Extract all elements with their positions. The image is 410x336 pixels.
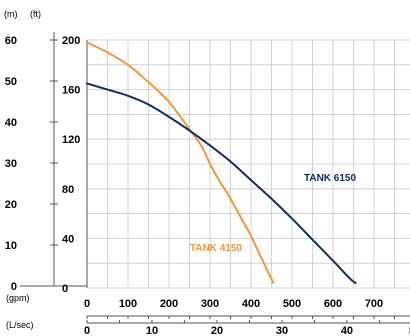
lsec-tick-label: 0 (84, 325, 90, 336)
gpm-tick-label: 400 (242, 298, 260, 310)
lsec-tick-label: 30 (276, 325, 288, 336)
meters-tick-label: 40 (5, 117, 17, 129)
lsec-tick-label: 5 (409, 325, 410, 336)
tank-6150-series-label: TANK 6150 (304, 173, 356, 184)
lsec-tick-label: 20 (211, 325, 223, 336)
meters-tick-label: 50 (5, 76, 17, 88)
feet-tick-label: 200 (62, 35, 80, 47)
meters-tick-label: 30 (5, 158, 17, 170)
meters-tick-label: 20 (5, 199, 17, 211)
lsec-tick-label: 40 (341, 325, 353, 336)
meters-unit-label: (m) (4, 9, 18, 19)
tank-6150-curve (86, 82, 357, 285)
gpm-tick-label: 300 (201, 298, 219, 310)
chart-grid (86, 39, 410, 289)
feet-tick-label: 160 (62, 85, 80, 97)
chart-axes (20, 32, 410, 324)
feet-tick-label: 40 (62, 233, 74, 245)
gpm-tick-label: 200 (160, 298, 178, 310)
meters-tick-label: 10 (5, 240, 17, 252)
meters-tick-label: 60 (5, 35, 17, 47)
chart-series (86, 41, 357, 285)
feet-unit-label: (ft) (30, 9, 41, 19)
gpm-tick-label: 100 (119, 298, 137, 310)
tank-4150-curve (86, 41, 275, 285)
feet-tick-label: 80 (62, 184, 74, 196)
lsec-unit-label: (L/sec) (6, 320, 34, 330)
meters-tick-label: 0 (11, 281, 17, 293)
feet-tick-label: 120 (62, 134, 80, 146)
chart-labels: (m) (ft)(gpm)(L/sec)010203040506004080120… (4, 9, 410, 336)
gpm-tick-label: 0 (84, 298, 90, 310)
gpm-tick-label: 600 (324, 298, 342, 310)
gpm-unit-label: (gpm) (6, 293, 30, 303)
lsec-tick-label: 10 (146, 325, 158, 336)
gpm-tick-label: 500 (283, 298, 301, 310)
tank-4150-series-label: TANK 4150 (190, 243, 242, 254)
gpm-tick-label: 700 (365, 298, 383, 310)
feet-tick-label: 0 (62, 283, 68, 295)
